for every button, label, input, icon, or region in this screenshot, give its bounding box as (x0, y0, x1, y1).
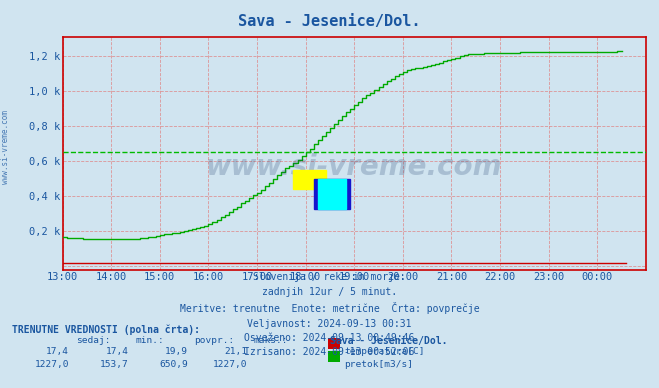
Text: 1227,0: 1227,0 (35, 360, 69, 369)
Text: TRENUTNE VREDNOSTI (polna črta):: TRENUTNE VREDNOSTI (polna črta): (12, 325, 200, 335)
Bar (314, 178, 350, 209)
Text: www.si-vreme.com: www.si-vreme.com (1, 111, 10, 184)
Text: Sava - Jesenice/Dol.: Sava - Jesenice/Dol. (330, 336, 447, 346)
Bar (318, 178, 346, 209)
Text: 1227,0: 1227,0 (213, 360, 247, 369)
Text: 19,9: 19,9 (165, 347, 188, 356)
Bar (293, 170, 326, 189)
Text: 650,9: 650,9 (159, 360, 188, 369)
Text: min.:: min.: (135, 336, 164, 345)
Text: 17,4: 17,4 (105, 347, 129, 356)
Text: Sava - Jesenice/Dol.: Sava - Jesenice/Dol. (239, 14, 420, 29)
Text: www.si-vreme.com: www.si-vreme.com (206, 153, 502, 181)
Text: maks.:: maks.: (254, 336, 288, 345)
Text: 17,4: 17,4 (46, 347, 69, 356)
Text: povpr.:: povpr.: (194, 336, 235, 345)
Text: 153,7: 153,7 (100, 360, 129, 369)
Text: pretok[m3/s]: pretok[m3/s] (344, 360, 413, 369)
Text: temperatura[C]: temperatura[C] (344, 347, 424, 356)
Text: 21,1: 21,1 (224, 347, 247, 356)
Text: Slovenija / reke in morje.
zadnjih 12ur / 5 minut.
Meritve: trenutne  Enote: met: Slovenija / reke in morje. zadnjih 12ur … (180, 272, 479, 357)
Text: sedaj:: sedaj: (76, 336, 110, 345)
